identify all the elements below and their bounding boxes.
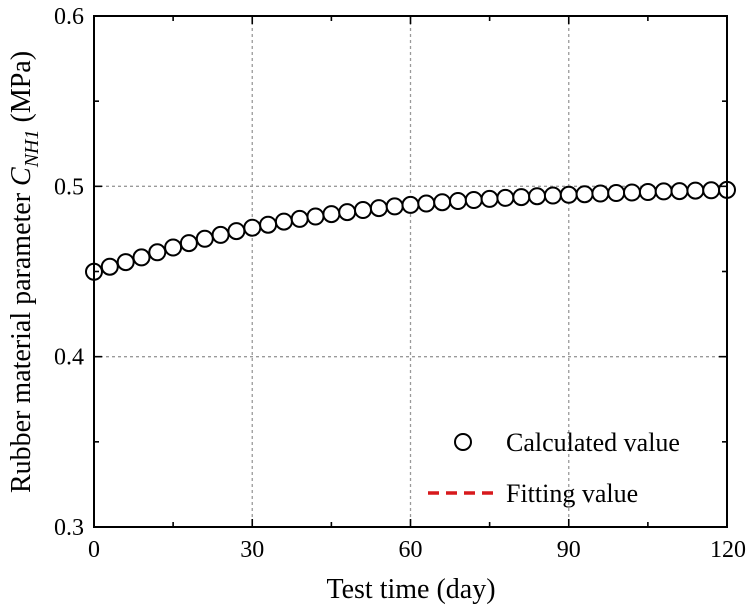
calculated-value-point bbox=[480, 189, 499, 208]
calculated-value-point bbox=[148, 243, 167, 262]
calculated-value-point bbox=[385, 197, 404, 216]
calculated-value-point bbox=[274, 212, 293, 231]
calculated-value-point bbox=[575, 185, 594, 204]
calculated-value-point bbox=[528, 187, 547, 206]
legend: Calculated value Fitting value bbox=[428, 428, 680, 508]
calculated-value-point bbox=[654, 182, 673, 201]
calculated-value-point bbox=[607, 184, 626, 202]
y-tick-label-0.6: 0.6 bbox=[54, 4, 84, 30]
x-tick-label-60: 60 bbox=[399, 537, 423, 563]
calculated-value-point bbox=[132, 248, 151, 267]
calculated-value-point bbox=[543, 186, 562, 205]
x-tick-label-120: 120 bbox=[710, 537, 746, 563]
calculated-value-point bbox=[195, 229, 214, 248]
calculated-value-point bbox=[559, 185, 578, 204]
x-axis-title: Test time (day) bbox=[326, 574, 495, 605]
axis-ticks bbox=[93, 15, 728, 528]
calculated-value-point bbox=[433, 193, 452, 212]
calculated-value-point bbox=[290, 209, 309, 228]
calculated-value-point bbox=[322, 205, 341, 224]
calculated-value-point bbox=[179, 234, 198, 253]
calculated-value-point bbox=[100, 257, 119, 276]
calculated-value-point bbox=[211, 225, 230, 244]
calculated-value-point bbox=[417, 194, 436, 213]
y-axis-title-symbol: C bbox=[6, 167, 37, 186]
grid-lines bbox=[94, 16, 727, 527]
calculated-value-point bbox=[306, 207, 325, 226]
y-axis-title-suffix: (MPa) bbox=[6, 51, 37, 130]
x-tick-label-90: 90 bbox=[557, 537, 581, 563]
calculated-value-point bbox=[512, 188, 531, 207]
calculated-value-point bbox=[243, 218, 262, 237]
y-axis-title-prefix: Rubber material parameter bbox=[6, 186, 37, 493]
calculated-value-point bbox=[702, 181, 721, 200]
calculated-value-point bbox=[354, 201, 372, 219]
calculated-value-point bbox=[686, 181, 705, 200]
y-tick-label-0.5: 0.5 bbox=[54, 174, 84, 200]
x-tick-label-30: 30 bbox=[240, 537, 264, 563]
y-axis-title: Rubber material parameter CNH1 (MPa) bbox=[6, 51, 43, 493]
y-axis-title-subscript: NH1 bbox=[21, 129, 43, 168]
y-tick-label-0.3: 0.3 bbox=[54, 515, 84, 541]
calculated-value-point bbox=[259, 215, 278, 234]
calculated-value-point bbox=[638, 183, 657, 201]
calculated-value-point bbox=[464, 191, 483, 209]
x-tick-labels: 0 30 60 90 120 bbox=[88, 537, 746, 563]
calculated-value-point bbox=[369, 199, 388, 218]
calculated-value-point bbox=[591, 184, 610, 203]
y-tick-label-0.4: 0.4 bbox=[54, 345, 84, 371]
calculated-value-point bbox=[401, 195, 420, 214]
x-tick-label-0: 0 bbox=[88, 537, 100, 563]
calculated-value-point bbox=[338, 203, 357, 222]
calculated-value-point bbox=[623, 183, 641, 202]
calculated-value-point bbox=[670, 182, 689, 201]
y-tick-labels: 0.3 0.4 0.5 0.6 bbox=[54, 4, 84, 541]
calculated-value-point bbox=[164, 238, 183, 257]
legend-marker-calculated bbox=[454, 433, 472, 451]
calculated-value-point bbox=[227, 222, 246, 241]
legend-label-fitting: Fitting value bbox=[506, 479, 638, 508]
calculated-value-point bbox=[496, 188, 515, 207]
calculated-series bbox=[85, 180, 736, 281]
calculated-value-point bbox=[449, 192, 467, 210]
legend-label-calculated: Calculated value bbox=[506, 428, 680, 457]
calculated-value-point bbox=[116, 253, 135, 272]
